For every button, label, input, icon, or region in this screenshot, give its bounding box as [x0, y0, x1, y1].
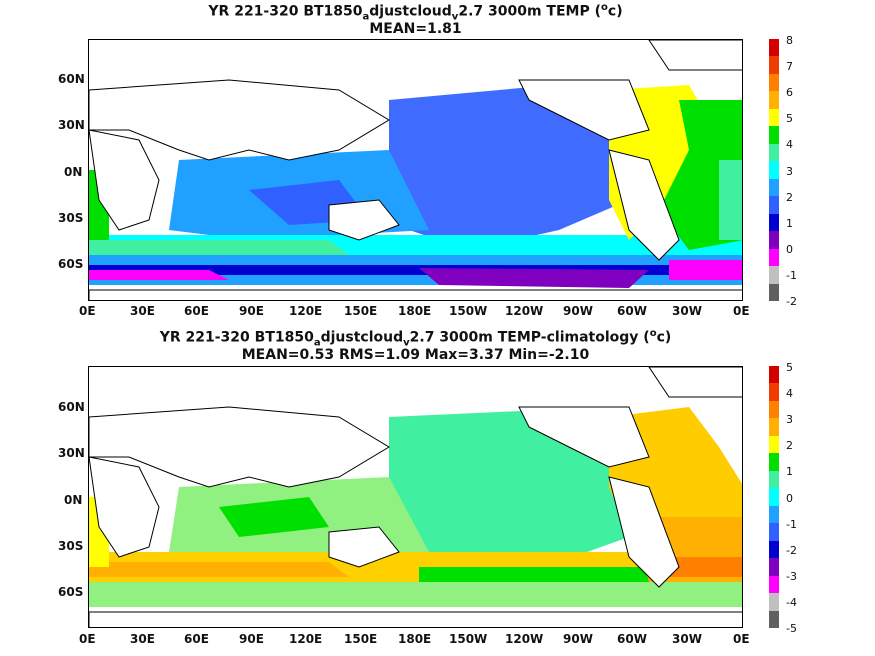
colorbar-label: 1: [786, 217, 793, 230]
colorbar-segment: [769, 91, 779, 109]
colorbar-label: -1: [786, 269, 797, 282]
colorbar-segment: [769, 56, 779, 74]
panel1-ytick-60n: 60N: [58, 72, 85, 86]
colorbar-label: 4: [786, 138, 793, 151]
panel2-xtick: 120W: [505, 632, 544, 646]
colorbar-segment: [769, 575, 779, 594]
panel2-xtick: 150W: [449, 632, 488, 646]
panel1-xtick: 180E: [398, 304, 432, 318]
colorbar-segment: [769, 540, 779, 559]
colorbar-label: 1: [786, 465, 793, 478]
panel2-subtitle: MEAN=0.53 RMS=1.09 Max=3.37 Min=-2.10: [241, 347, 590, 363]
panel1-ytick-0n: 0N: [64, 165, 83, 179]
colorbar-segment: [769, 435, 779, 454]
panel2-ytick-30s: 30S: [58, 539, 84, 553]
colorbar-label: -4: [786, 596, 797, 609]
colorbar-segment: [769, 73, 779, 92]
colorbar-segment: [769, 266, 779, 284]
panel1-xtick: 120W: [505, 304, 544, 318]
colorbar-segment: [769, 453, 779, 471]
panel1-ytick-30n: 30N: [58, 118, 85, 132]
panel1-xtick: 30E: [130, 304, 155, 318]
panel1-xtick: 150E: [344, 304, 378, 318]
colorbar-segment: [769, 196, 779, 214]
colorbar-label: 3: [786, 413, 793, 426]
colorbar-label: 4: [786, 387, 793, 400]
colorbar-segment: [769, 593, 779, 611]
panel2-xtick: 0E: [733, 632, 750, 646]
colorbar-segment: [769, 231, 779, 249]
panel1-xtick: 120E: [289, 304, 323, 318]
colorbar-segment: [769, 366, 779, 384]
colorbar-label: 8: [786, 34, 793, 47]
panel1-map: [88, 39, 743, 301]
panel1-title: YR 221-320 BT1850adjustcloudv2.7 3000m T…: [208, 2, 623, 23]
colorbar-segment: [769, 418, 779, 436]
panel1-xtick: 60E: [184, 304, 209, 318]
panel2-colorbar: [769, 366, 779, 629]
panel2-map-field: [89, 367, 742, 627]
colorbar-segment: [769, 126, 779, 144]
panel1-colorbar: [769, 39, 779, 302]
colorbar-segment: [769, 283, 779, 302]
colorbar-segment: [769, 383, 779, 401]
colorbar-label: 5: [786, 112, 793, 125]
panel1-map-field: [89, 40, 742, 300]
colorbar-segment: [769, 178, 779, 197]
colorbar-label: 5: [786, 361, 793, 374]
colorbar-segment: [769, 610, 779, 629]
panel1-ytick-30s: 30S: [58, 211, 84, 225]
colorbar-label: 0: [786, 492, 793, 505]
panel1-xtick: 90E: [239, 304, 264, 318]
panel2-xtick: 90W: [563, 632, 593, 646]
panel2-xtick: 30W: [672, 632, 702, 646]
colorbar-label: 6: [786, 86, 793, 99]
panel1-xtick: 30W: [672, 304, 702, 318]
colorbar-label: -2: [786, 295, 797, 308]
colorbar-label: -1: [786, 518, 797, 531]
colorbar-label: -2: [786, 544, 797, 557]
panel1-xtick: 90W: [563, 304, 593, 318]
colorbar-segment: [769, 505, 779, 524]
colorbar-segment: [769, 161, 779, 179]
colorbar-label: 2: [786, 191, 793, 204]
panel2-xtick: 0E: [79, 632, 96, 646]
panel2-ytick-0n: 0N: [64, 493, 83, 507]
colorbar-segment: [769, 488, 779, 506]
panel1-xtick: 0E: [733, 304, 750, 318]
colorbar-segment: [769, 108, 779, 127]
panel2-xtick: 180E: [398, 632, 432, 646]
panel2-ytick-60n: 60N: [58, 400, 85, 414]
colorbar-segment: [769, 213, 779, 232]
colorbar-segment: [769, 523, 779, 541]
colorbar-segment: [769, 400, 779, 419]
colorbar-segment: [769, 143, 779, 162]
panel1-subtitle: MEAN=1.81: [369, 21, 462, 37]
panel2-xtick: 60W: [617, 632, 647, 646]
colorbar-segment: [769, 248, 779, 267]
panel2-title: YR 221-320 BT1850adjustcloudv2.7 3000m T…: [159, 328, 672, 349]
colorbar-label: 2: [786, 439, 793, 452]
panel2-xtick: 30E: [130, 632, 155, 646]
panel2-ytick-60s: 60S: [58, 585, 84, 599]
panel2-xtick: 90E: [239, 632, 264, 646]
colorbar-label: 7: [786, 60, 793, 73]
colorbar-segment: [769, 470, 779, 489]
panel1-xtick: 0E: [79, 304, 96, 318]
colorbar-label: -3: [786, 570, 797, 583]
panel2-ytick-30n: 30N: [58, 446, 85, 460]
colorbar-label: -5: [786, 622, 797, 635]
colorbar-segment: [769, 39, 779, 57]
colorbar-label: 0: [786, 243, 793, 256]
panel2-xtick: 60E: [184, 632, 209, 646]
panel2-map: [88, 366, 743, 628]
panel2-xtick: 120E: [289, 632, 323, 646]
colorbar-label: 3: [786, 165, 793, 178]
panel2-xtick: 150E: [344, 632, 378, 646]
panel1-xtick: 150W: [449, 304, 488, 318]
panel1-xtick: 60W: [617, 304, 647, 318]
panel1-ytick-60s: 60S: [58, 257, 84, 271]
colorbar-segment: [769, 558, 779, 576]
